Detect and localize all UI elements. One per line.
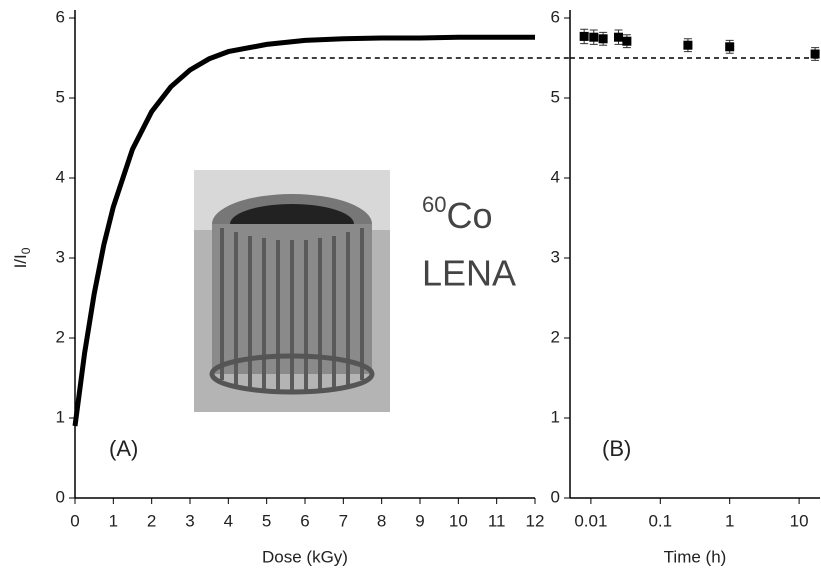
x-tick-label: 0.1	[648, 511, 672, 530]
x-axis-label: Dose (kGy)	[262, 547, 348, 566]
x-tick-label: 7	[339, 511, 348, 530]
x-tick-label: 11	[488, 511, 506, 530]
inset-label: 60Co	[422, 192, 493, 236]
x-tick-label: 8	[377, 511, 386, 530]
point	[683, 40, 693, 50]
point	[598, 34, 608, 44]
y-tick-label: 2	[56, 327, 65, 346]
y-axis-label: I/I0	[11, 247, 33, 268]
point	[810, 49, 820, 59]
x-tick-label: 3	[185, 511, 194, 530]
curve	[72, 34, 535, 427]
y-tick-label: 2	[551, 327, 560, 346]
x-tick-label: 0.01	[574, 511, 607, 530]
y-label-sub: 0	[19, 247, 33, 254]
inset-photo	[194, 170, 390, 412]
y-tick-label: 4	[56, 167, 65, 186]
x-axis-label: Time (h)	[664, 547, 727, 566]
y-tick-label: 1	[551, 407, 560, 426]
point	[725, 42, 735, 52]
y-label-main: I/I	[11, 254, 30, 268]
x-tick-label: 12	[526, 511, 545, 530]
y-tick-label: 3	[56, 247, 65, 266]
y-tick-label: 6	[56, 7, 65, 26]
x-tick-label: 6	[300, 511, 309, 530]
y-tick-label: 4	[551, 167, 560, 186]
x-tick-label: 1	[725, 511, 734, 530]
x-tick-label: 2	[147, 511, 156, 530]
panel-label: (B)	[602, 436, 631, 461]
x-tick-label: 10	[449, 511, 468, 530]
x-tick-label: 5	[262, 511, 271, 530]
point	[579, 31, 589, 41]
y-tick-label: 5	[56, 87, 65, 106]
y-tick-label: 6	[551, 7, 560, 26]
y-tick-label: 5	[551, 87, 560, 106]
x-tick-label: 4	[224, 511, 233, 530]
y-tick-label: 3	[551, 247, 560, 266]
inset-label: LENA	[422, 253, 516, 294]
point	[589, 32, 599, 42]
point	[614, 32, 624, 42]
panel-label: (A)	[109, 436, 138, 461]
x-tick-label: 9	[415, 511, 424, 530]
x-tick-label: 0	[70, 511, 79, 530]
x-tick-label: 1	[109, 511, 118, 530]
point	[622, 36, 632, 46]
x-tick-label: 10	[790, 511, 809, 530]
y-tick-label: 0	[56, 487, 65, 506]
y-tick-label: 1	[56, 407, 65, 426]
y-tick-label: 0	[551, 487, 560, 506]
